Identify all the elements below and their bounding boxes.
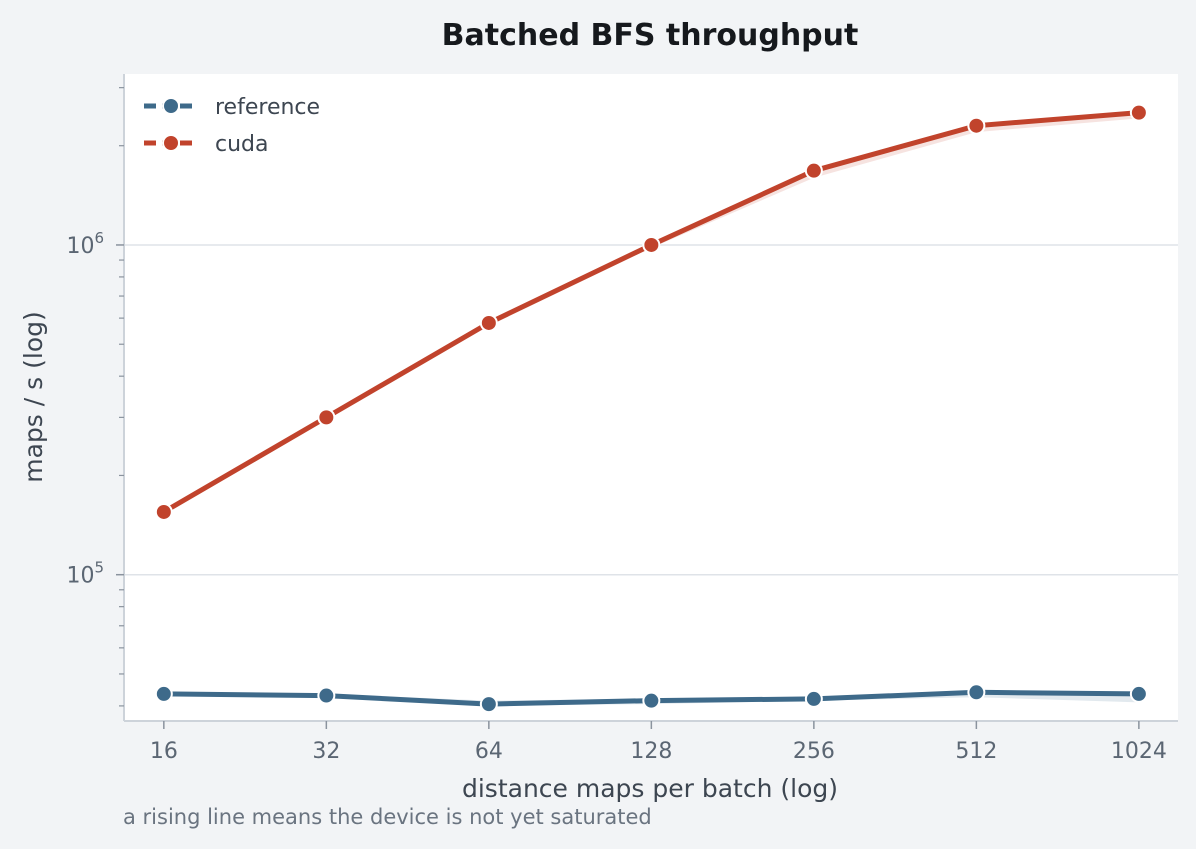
- point-cuda: [156, 504, 172, 520]
- point-reference: [318, 688, 334, 704]
- x-tick-label: 256: [793, 739, 835, 764]
- y-tick-base: 10: [66, 234, 94, 259]
- legend-marker: [163, 135, 179, 151]
- legend-label: cuda: [215, 132, 269, 157]
- point-reference: [806, 691, 822, 707]
- point-cuda: [968, 118, 984, 134]
- x-tick-label: 32: [312, 739, 340, 764]
- point-reference: [481, 696, 497, 712]
- y-tick-base: 10: [66, 564, 94, 589]
- y-axis-label: maps / s (log): [19, 311, 48, 482]
- legend-label: reference: [215, 95, 320, 120]
- y-tick-label: 106: [66, 229, 104, 259]
- plot-area: [124, 74, 1178, 721]
- y-tick-exponent: 6: [94, 229, 104, 247]
- point-cuda: [1131, 105, 1147, 121]
- x-tick-label: 128: [630, 739, 672, 764]
- x-axis-ticks: 16 32 64 128 256 512 1024: [150, 721, 1167, 764]
- legend-marker: [163, 98, 179, 114]
- chart-title: Batched BFS throughput: [442, 18, 859, 53]
- x-tick-label: 64: [475, 739, 503, 764]
- point-cuda: [806, 163, 822, 179]
- x-axis-label: distance maps per batch (log): [462, 774, 838, 803]
- x-tick-label: 1024: [1111, 739, 1167, 764]
- point-reference: [643, 693, 659, 709]
- point-reference: [156, 686, 172, 702]
- x-tick-label: 16: [150, 739, 178, 764]
- x-tick-label: 512: [955, 739, 997, 764]
- y-tick-label: 105: [66, 559, 104, 589]
- y-tick-exponent: 5: [94, 559, 104, 577]
- point-reference: [1131, 686, 1147, 702]
- point-cuda: [643, 237, 659, 253]
- footnote: a rising line means the device is not ye…: [123, 805, 652, 829]
- point-reference: [968, 684, 984, 700]
- point-cuda: [318, 409, 334, 425]
- point-cuda: [481, 315, 497, 331]
